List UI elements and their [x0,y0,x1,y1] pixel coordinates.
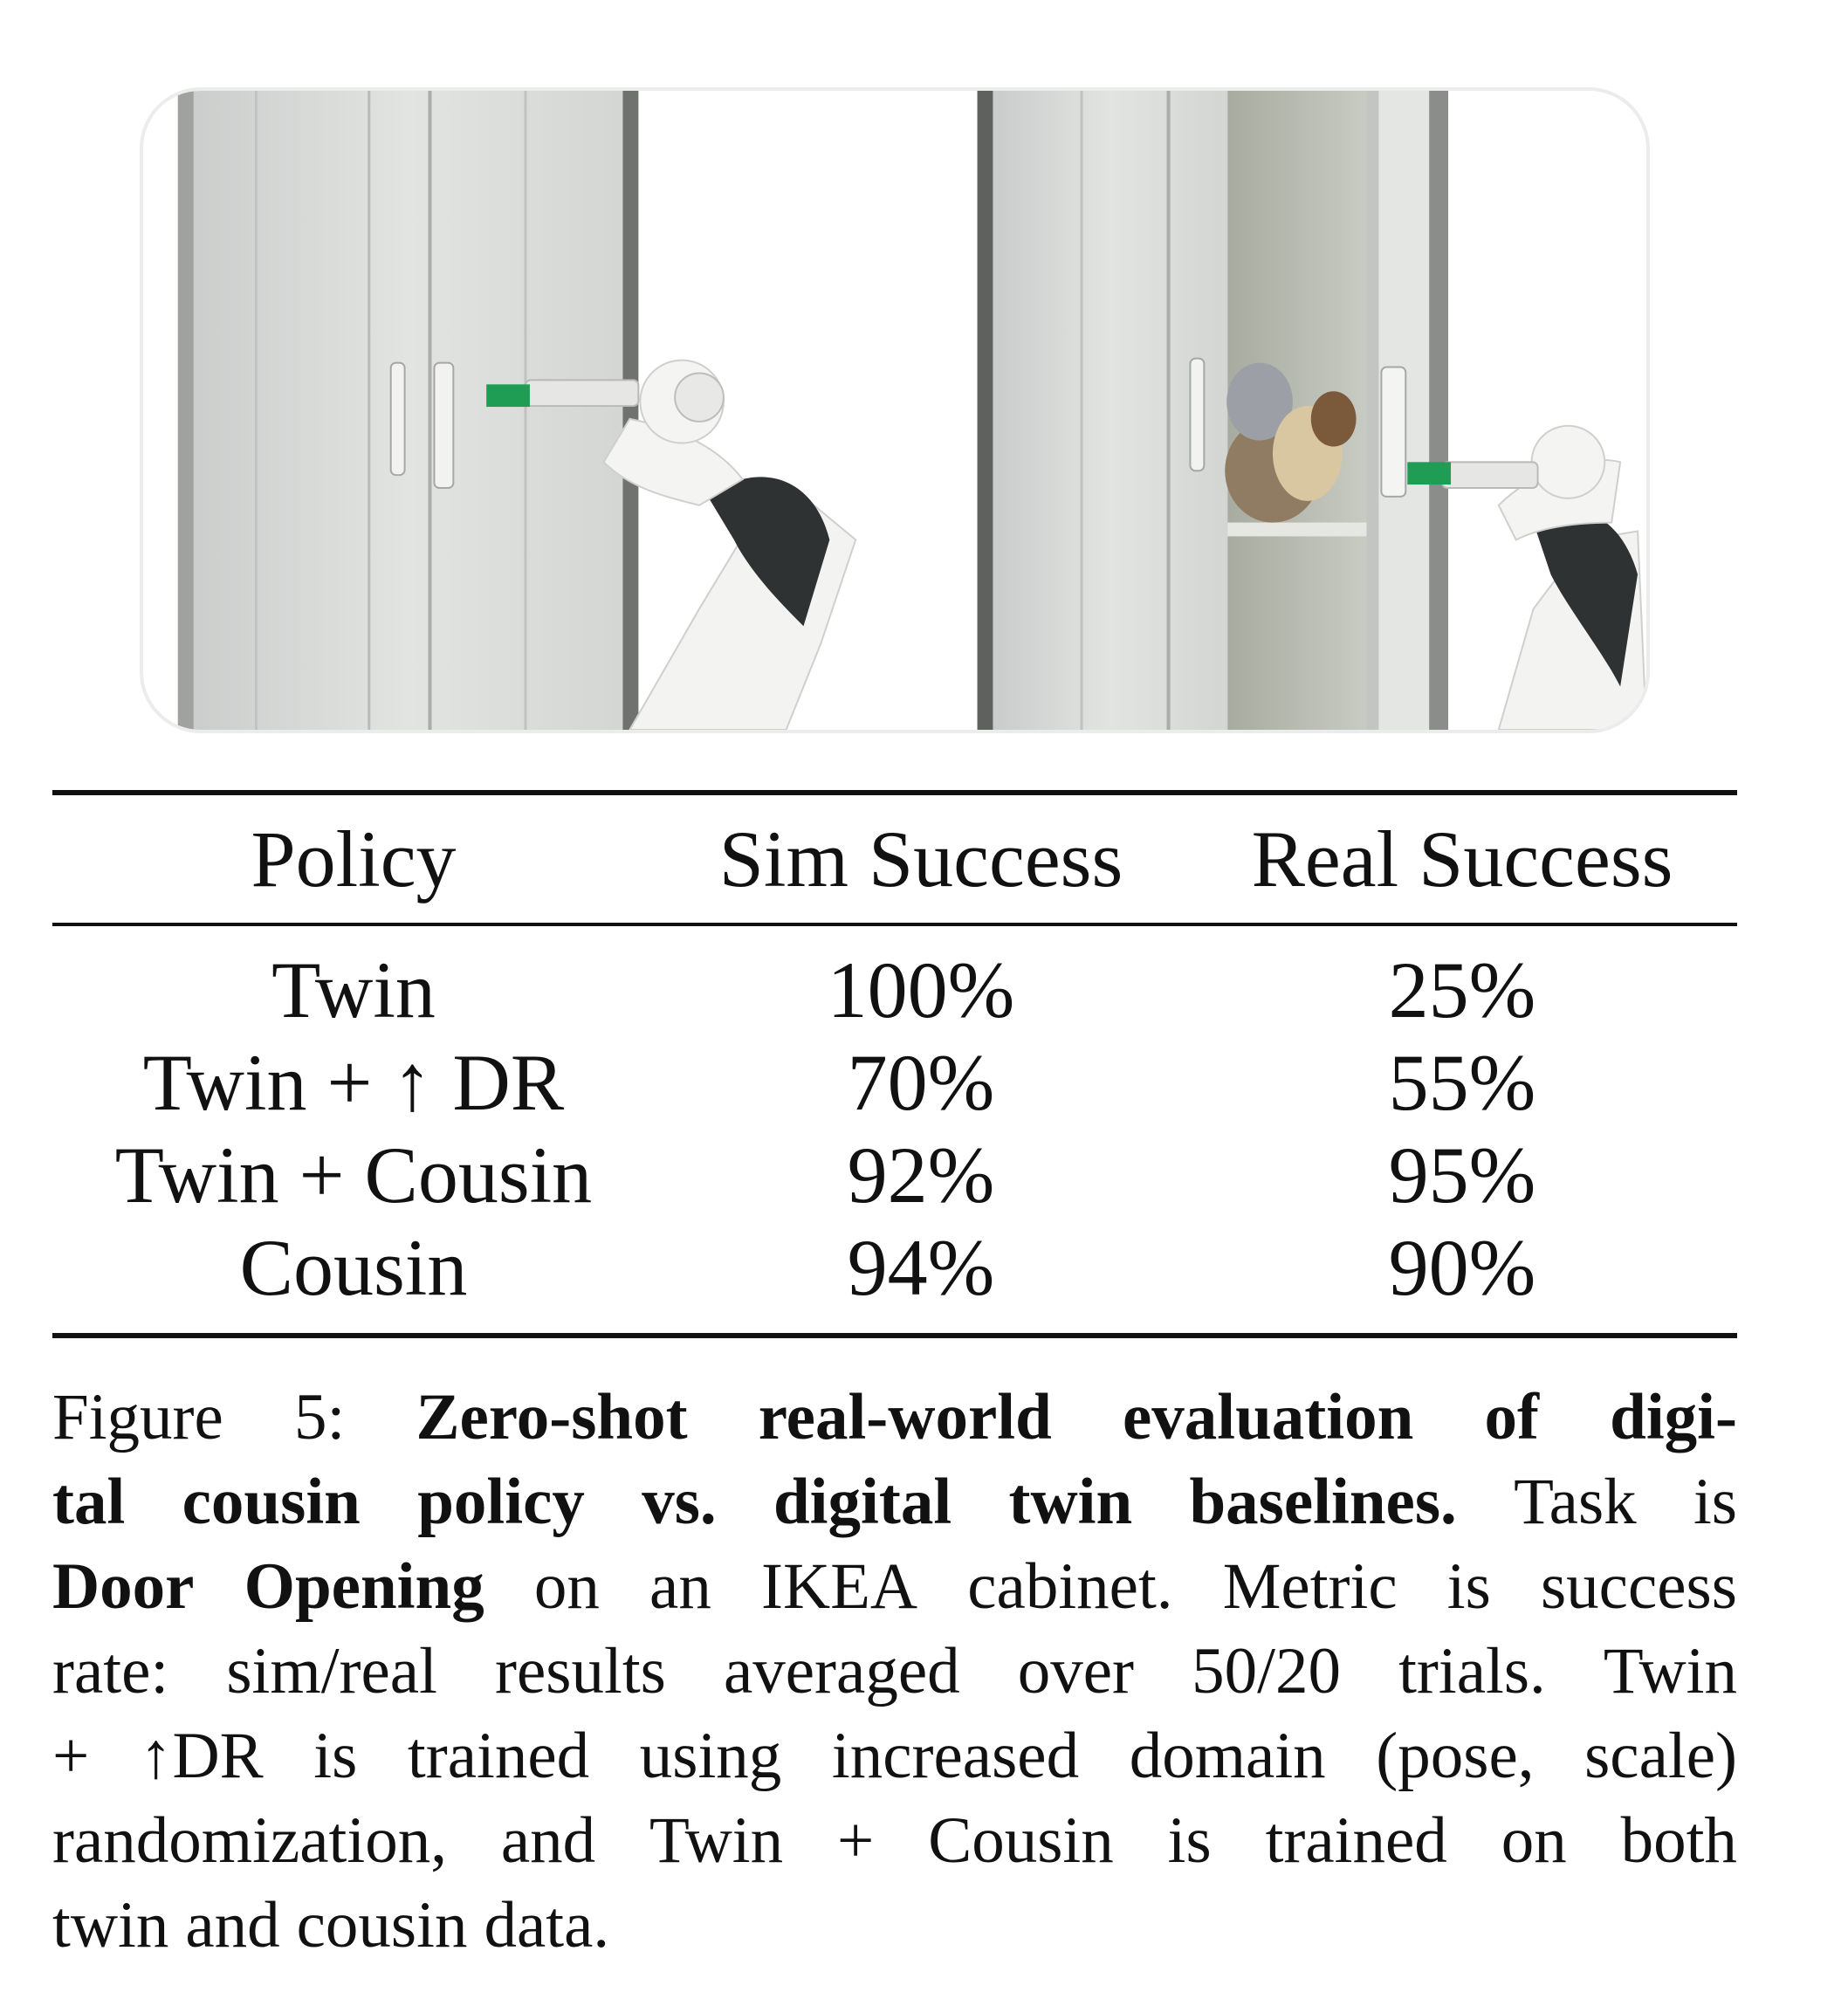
caption-word: Task [1514,1466,1637,1538]
caption-word: of [1484,1381,1539,1453]
table-row: Cousin 94% 90% [52,1221,1737,1314]
header-real-success: Real Success [1251,814,1673,903]
caption-word: Figure [52,1381,223,1453]
caption-word: Door [52,1550,195,1623]
cell-policy: Twin [271,945,436,1034]
caption-word: digi- [1610,1381,1737,1453]
table-mid-rule [52,923,1737,926]
robot-arm-left [486,359,857,730]
caption-word: domain [1129,1720,1326,1792]
caption-word: cabinet. [967,1550,1173,1623]
cell-real-success: 55% [1388,1038,1536,1127]
caption-word: IKEA [760,1550,918,1623]
caption-word: ↑DR [139,1720,264,1792]
caption-word: is [313,1720,358,1792]
table-top-rule [52,790,1737,795]
header-sim-success: Sim Success [718,814,1123,903]
left-panel [177,91,857,730]
table-bottom-rule [52,1333,1737,1338]
caption-line: Door Opening on an IKEA cabinet. Metric is succe… [52,1544,1737,1629]
caption-word: is [1693,1466,1737,1538]
caption-word: Twin [1603,1635,1737,1707]
caption-word: averaged [723,1635,960,1707]
table-row: Twin + Cousin 92% 95% [52,1129,1737,1221]
caption-word: sim/real [226,1635,437,1707]
caption-word: and [500,1804,596,1877]
caption-word: data. [484,1889,610,1961]
robot-arm-right [1407,424,1646,730]
caption-line: + ↑DR is trained using increased domain (pose, s… [52,1714,1737,1798]
caption-word: policy [417,1466,585,1538]
caption-word: using [639,1720,782,1792]
caption-word: Twin [649,1804,784,1877]
cell-sim-success: 94% [847,1223,995,1312]
table-row: Twin + ↑ DR 70% 55% [52,1036,1737,1129]
caption-word: and [185,1889,280,1961]
caption-word: an [649,1550,711,1623]
caption-line: twin and cousin data. [52,1883,1737,1968]
caption-word: + [837,1804,875,1877]
caption-word: Zero-shot [416,1381,688,1453]
caption-word: twin [52,1889,169,1961]
caption-line: rate: sim/real results averaged over 50/20 tri… [52,1629,1737,1714]
caption-word: trials. [1398,1635,1546,1707]
table-body: Twin 100% 25% Twin + ↑ DR 70% 55% Twin +… [52,926,1737,1314]
caption-word: Metric [1222,1550,1398,1623]
caption-line: tal cousin policy vs. digital twin baselines. T… [52,1460,1737,1544]
caption-word: twin [1008,1466,1133,1538]
caption-word: cousin [296,1889,468,1961]
table-row: Twin 100% 25% [52,944,1737,1036]
caption-word: evaluation [1122,1381,1414,1453]
caption-word: on [533,1550,600,1623]
caption-word: results [495,1635,666,1707]
caption-word: both [1620,1804,1737,1877]
caption-word: real-world [758,1381,1052,1453]
cell-sim-success: 92% [847,1130,995,1219]
cell-sim-success: 100% [827,945,1015,1034]
cell-real-success: 90% [1388,1223,1536,1312]
robot-cabinet-illustration [177,91,1646,730]
cell-real-success: 95% [1388,1130,1536,1219]
caption-word: 5: [293,1381,346,1453]
caption-word: over [1017,1635,1134,1707]
caption-word: increased [831,1720,1080,1792]
caption-word: baselines. [1189,1466,1457,1538]
caption-word: tal [52,1466,126,1538]
caption-word: scale) [1584,1720,1737,1792]
cell-policy: Twin + ↑ DR [142,1038,565,1127]
results-table: Policy Sim Success Real Success Twin 100… [52,790,1737,1338]
caption-word: trained [407,1720,590,1792]
caption-word: success [1540,1550,1737,1623]
caption-word: is [1167,1804,1212,1877]
caption-word: vs. [642,1466,717,1538]
caption-word: trained [1265,1804,1447,1877]
cell-policy: Twin + Cousin [114,1130,593,1219]
caption-word: digital [773,1466,952,1538]
cell-sim-success: 70% [847,1038,995,1127]
caption-word: + [52,1720,90,1792]
caption-word: cousin [182,1466,361,1538]
caption-line: randomization, and Twin + Cousin is trained on b… [52,1798,1737,1883]
caption-line: Figure 5: Zero-shot real-world evaluation of d… [52,1375,1737,1460]
caption-word: Cousin [928,1804,1114,1877]
header-policy: Policy [251,814,457,903]
caption-word: randomization, [52,1804,447,1877]
caption-word: Opening [244,1550,484,1623]
caption-word: 50/20 [1192,1635,1341,1707]
caption-word: on [1501,1804,1567,1877]
right-panel [977,91,1646,730]
caption-word: rate: [52,1635,169,1707]
cell-policy: Cousin [239,1223,468,1312]
figure-caption: Figure 5: Zero-shot real-world evaluation of d… [52,1375,1737,1968]
cell-real-success: 25% [1388,945,1536,1034]
table-header-row: Policy Sim Success Real Success [52,795,1737,923]
caption-word: (pose, [1376,1720,1535,1792]
caption-word: is [1446,1550,1491,1623]
figure-photo [140,87,1650,733]
